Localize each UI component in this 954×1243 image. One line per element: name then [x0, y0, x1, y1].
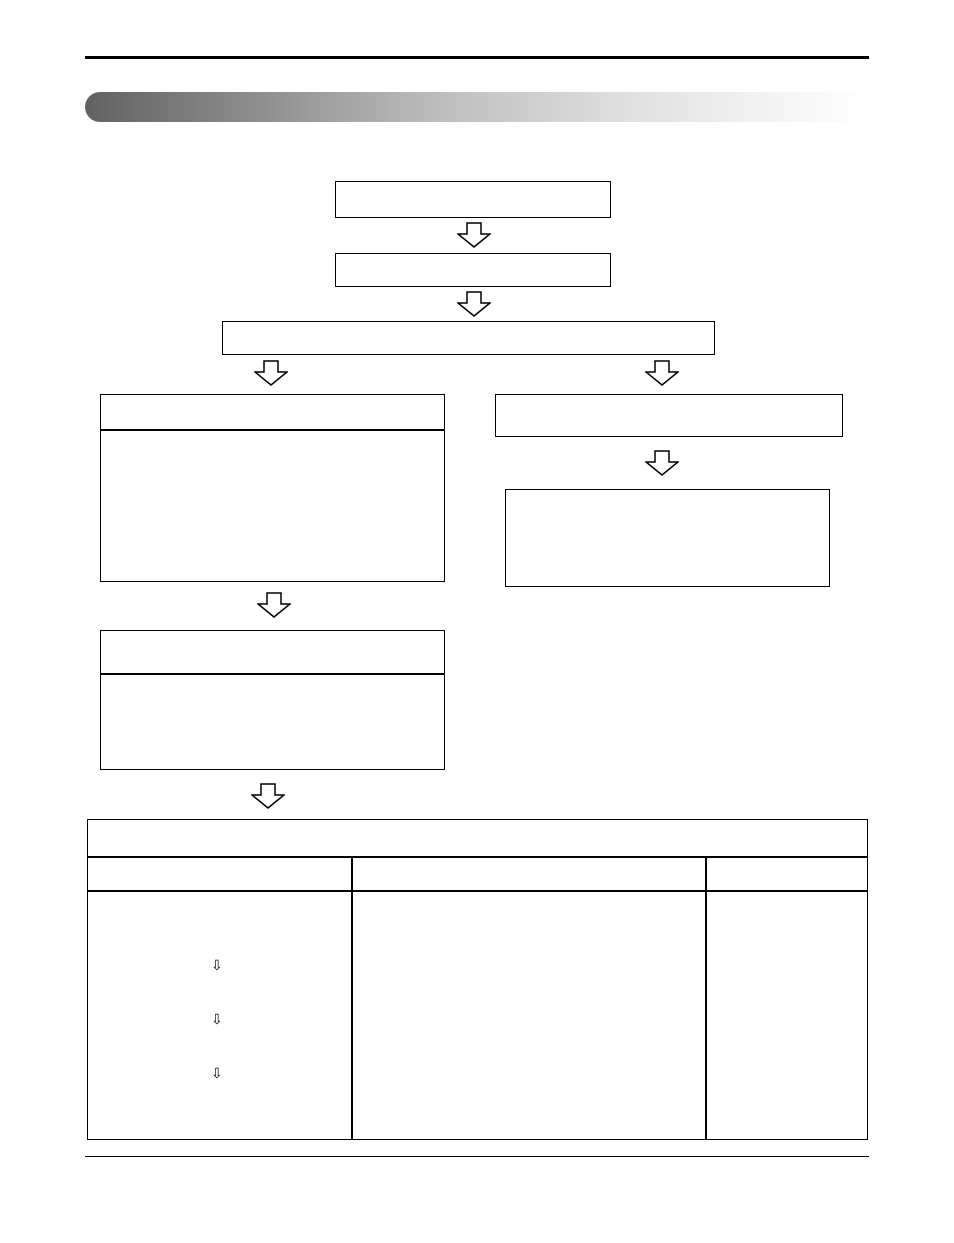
- arrow-2-to-3: [457, 291, 491, 317]
- arrow-7-to-8: [251, 783, 285, 809]
- flow-node-3: [222, 321, 715, 355]
- flow-node-7-header-rule: [101, 673, 444, 675]
- flow-node-4: [100, 394, 445, 582]
- header-gradient-bar: [85, 92, 869, 122]
- flow-node-5: [495, 394, 843, 437]
- flow-node-6: [505, 489, 830, 587]
- small-arrow-icon: ⇩: [211, 1066, 223, 1080]
- flow-node-8-table: [87, 819, 868, 1140]
- flow-node-2: [335, 253, 611, 287]
- table-vline-2: [705, 856, 707, 1139]
- table-vline-1: [351, 856, 353, 1139]
- page-root: ⇩ ⇩ ⇩: [0, 0, 954, 1243]
- flow-node-4-header-rule: [101, 429, 444, 431]
- arrow-1-to-2: [457, 222, 491, 248]
- arrow-3-to-5: [645, 360, 679, 386]
- arrow-4-to-7: [257, 592, 291, 618]
- table-header-rule-2: [88, 890, 867, 892]
- small-arrow-icon: ⇩: [211, 958, 223, 972]
- flow-node-1: [335, 181, 611, 218]
- arrow-3-to-4: [254, 360, 288, 386]
- arrow-5-to-6: [645, 450, 679, 476]
- table-header-rule-1: [88, 856, 867, 858]
- flow-node-7: [100, 630, 445, 770]
- top-rule: [85, 56, 869, 59]
- bottom-rule: [85, 1156, 869, 1157]
- small-arrow-icon: ⇩: [211, 1012, 223, 1026]
